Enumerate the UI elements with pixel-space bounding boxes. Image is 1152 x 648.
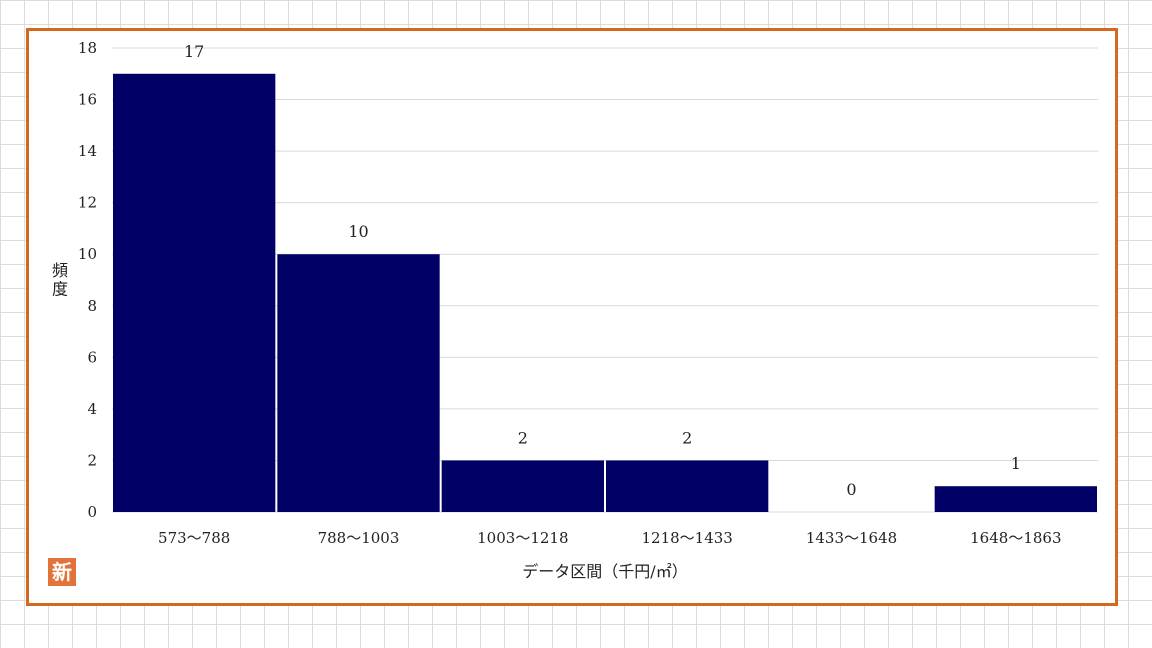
x-axis-title: データ区間（千円/㎡） [522, 562, 687, 581]
bar [606, 460, 769, 512]
x-tick-label: 788～1003 [318, 529, 400, 547]
y-tick-label: 8 [87, 297, 97, 315]
y-tick-label: 6 [87, 348, 97, 366]
x-tick-label: 1648～1863 [970, 529, 1061, 547]
x-tick-label: 1218～1433 [641, 529, 732, 547]
y-tick-label: 18 [78, 39, 97, 57]
logo-icon: 新 [48, 558, 76, 586]
y-tick-label: 16 [78, 91, 97, 109]
data-label: 17 [184, 42, 204, 61]
data-label: 2 [682, 428, 692, 447]
x-tick-label: 1433～1648 [806, 529, 897, 547]
bar [277, 254, 440, 512]
bar [934, 486, 1097, 512]
x-tick-label: 573～788 [158, 529, 230, 547]
bar [113, 73, 276, 513]
y-tick-label: 2 [87, 451, 97, 469]
y-tick-label: 14 [78, 142, 97, 160]
y-tick-label: 0 [87, 503, 97, 521]
x-tick-label: 1003～1218 [477, 529, 568, 547]
data-label: 10 [348, 222, 368, 241]
y-axis-title: 頻度 [52, 261, 68, 298]
bar [441, 460, 604, 512]
data-label: 2 [518, 428, 528, 447]
y-tick-label: 4 [87, 400, 97, 418]
y-tick-label: 12 [78, 194, 97, 212]
data-label: 0 [846, 480, 856, 499]
data-label: 1 [1011, 454, 1021, 473]
y-tick-label: 10 [78, 245, 97, 263]
